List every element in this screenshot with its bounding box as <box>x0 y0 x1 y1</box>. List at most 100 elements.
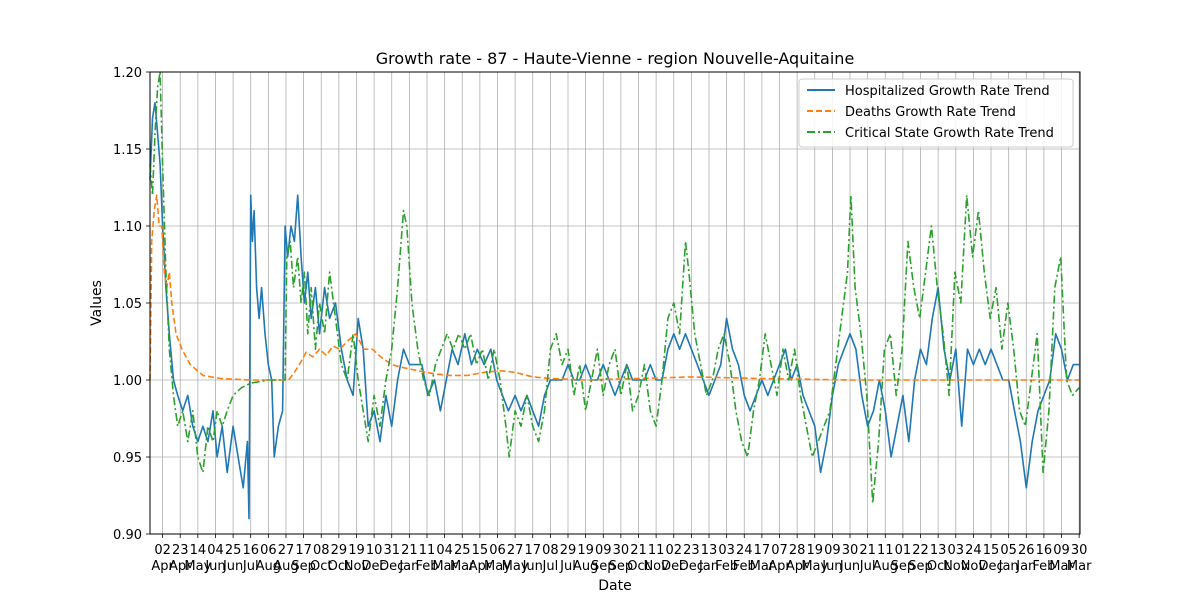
x-tick-label: 10 Dec <box>362 543 387 574</box>
x-tick-month: Sep <box>609 559 634 574</box>
x-tick-day: 19 <box>348 543 365 558</box>
grid-lines <box>150 71 1080 535</box>
x-tick-label: 11 Feb <box>415 543 438 574</box>
x-tick-day: 06 <box>260 543 277 558</box>
x-tick-day: 10 <box>366 543 383 558</box>
y-tick-label: 1.05 <box>113 297 142 312</box>
legend-label-hospitalized: Hospitalized Growth Rate Trend <box>845 84 1050 99</box>
x-tick-day: 09 <box>595 543 612 558</box>
x-tick-label: 02 Dec <box>661 543 686 574</box>
x-tick-day: 27 <box>278 543 295 558</box>
x-tick-month: Oct <box>328 559 350 574</box>
x-tick-label: 02 Apr <box>151 543 174 574</box>
x-tick-label: 06 Aug <box>256 543 281 574</box>
x-tick-day: 09 <box>1053 543 1070 558</box>
x-tick-label: 16 Feb <box>1032 543 1055 574</box>
x-tick-label: 21 Oct <box>627 543 649 574</box>
x-tick-label: 03 Feb <box>715 543 738 574</box>
x-tick-month: Oct <box>927 559 949 574</box>
x-tick-label: 30 Jun <box>839 543 860 574</box>
x-tick-day: 17 <box>524 543 541 558</box>
x-tick-month: Apr <box>786 559 809 574</box>
x-tick-day: 22 <box>912 543 929 558</box>
x-tick-label: 06 May <box>484 543 511 574</box>
x-tick-label: 09 Sep <box>591 543 616 574</box>
x-tick-day: 05 <box>1000 543 1017 558</box>
x-tick-day: 21 <box>630 543 647 558</box>
x-tick-label: 31 Dec <box>379 543 404 574</box>
x-tick-month: Dec <box>978 559 1003 574</box>
x-tick-month: Nov <box>961 559 987 574</box>
x-tick-day: 16 <box>1036 543 1053 558</box>
x-tick-label: 27 May <box>502 543 529 574</box>
x-tick-label: 11 Nov <box>643 543 669 574</box>
x-tick-day: 19 <box>806 543 823 558</box>
x-tick-day: 29 <box>331 543 348 558</box>
x-tick-month: Aug <box>256 559 281 574</box>
x-tick-day: 08 <box>313 543 330 558</box>
x-tick-day: 24 <box>736 543 753 558</box>
x-tick-month: Nov <box>943 559 969 574</box>
x-tick-month: Oct <box>310 559 332 574</box>
x-tick-month: May <box>502 559 529 574</box>
x-tick-label: 09 Mar <box>1049 543 1074 574</box>
x-tick-month: Apr <box>469 559 492 574</box>
x-tick-month: Feb <box>715 559 738 574</box>
x-tick-day: 03 <box>718 543 735 558</box>
x-tick-label: 17 Jun <box>522 543 543 574</box>
x-tick-day: 02 <box>154 543 171 558</box>
x-tick-month: Feb <box>415 559 438 574</box>
x-tick-label: 30 Mar <box>1067 543 1092 574</box>
x-tick-label: 17 Mar <box>750 543 775 574</box>
x-tick-month: May <box>801 559 828 574</box>
x-tick-month: Nov <box>344 559 370 574</box>
x-tick-month: Jan <box>1015 559 1036 574</box>
x-tick-label: 29 Jul <box>559 543 576 574</box>
x-tick-month: Dec <box>661 559 686 574</box>
x-tick-month: Apr <box>768 559 791 574</box>
x-tick-month: Sep <box>891 559 916 574</box>
chart-title: Growth rate - 87 - Haute-Vienne - region… <box>376 49 855 68</box>
x-tick-month: Jan <box>698 559 719 574</box>
x-tick-day: 16 <box>242 543 259 558</box>
x-tick-label: 14 May <box>184 543 211 574</box>
x-tick-day: 02 <box>665 543 682 558</box>
x-tick-day: 15 <box>472 543 489 558</box>
x-tick-month: Dec <box>362 559 387 574</box>
x-tick-day: 04 <box>207 543 224 558</box>
x-tick-month: Oct <box>627 559 649 574</box>
x-tick-day: 23 <box>683 543 700 558</box>
x-tick-month: Mar <box>1049 559 1074 574</box>
x-tick-month: May <box>184 559 211 574</box>
x-tick-month: Jul <box>559 559 576 574</box>
x-tick-day: 31 <box>383 543 400 558</box>
x-tick-day: 17 <box>295 543 312 558</box>
x-tick-day: 11 <box>648 543 665 558</box>
hospitalized-series-line <box>149 102 1080 520</box>
x-tick-month: Jun <box>204 559 225 574</box>
x-tick-label: 27 Aug <box>273 543 298 574</box>
x-tick-day: 19 <box>577 543 594 558</box>
x-tick-label: 05 Jan <box>998 543 1019 574</box>
x-tick-month: Jan <box>398 559 419 574</box>
x-tick-day: 28 <box>789 543 806 558</box>
x-tick-month: Aug <box>573 559 598 574</box>
x-tick-label: 15 Apr <box>469 543 492 574</box>
x-tick-month: Sep <box>291 559 316 574</box>
x-tick-month: Dec <box>679 559 704 574</box>
legend-box <box>798 78 1074 148</box>
x-tick-day: 13 <box>930 543 947 558</box>
x-tick-day: 26 <box>1018 543 1035 558</box>
x-tick-label: 19 May <box>801 543 828 574</box>
x-tick-label: 08 Oct <box>310 543 332 574</box>
x-tick-label: 23 Dec <box>679 543 704 574</box>
x-tick-label: 29 Oct <box>328 543 350 574</box>
x-tick-month: Jan <box>998 559 1019 574</box>
x-tick-month: Apr <box>151 559 174 574</box>
x-tick-label: 17 Sep <box>291 543 316 574</box>
x-tick-day: 17 <box>754 543 771 558</box>
x-tick-day: 25 <box>225 543 242 558</box>
legend-label-deaths: Deaths Growth Rate Trend <box>845 105 1016 120</box>
x-tick-day: 09 <box>824 543 841 558</box>
